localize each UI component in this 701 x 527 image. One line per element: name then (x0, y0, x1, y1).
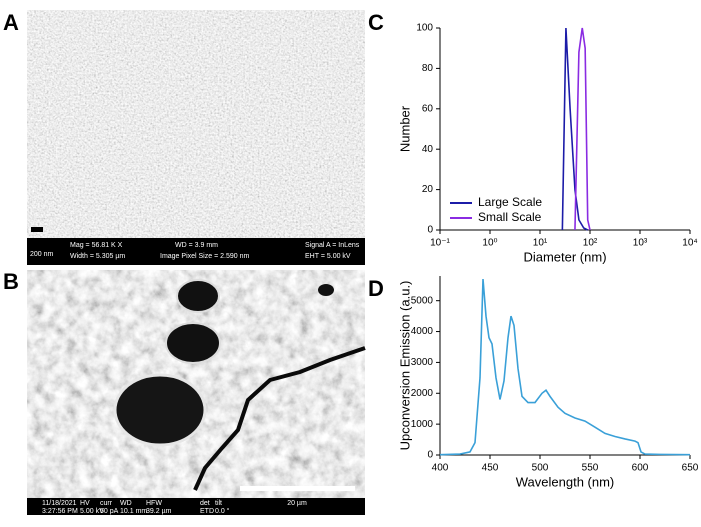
info-text: 39.2 µm (146, 508, 172, 515)
legend-label: Large Scale (478, 195, 542, 209)
info-text: Mag = 56.81 K X (70, 242, 123, 249)
scale-bar-label: 20 µm (287, 500, 307, 507)
y-tick-label: 5000 (411, 295, 434, 306)
info-text: Signal A = InLens (305, 242, 360, 249)
sem-image-b: 11/18/2021 3:27:56 PM HV 5.00 kV curr 50… (27, 270, 366, 515)
info-text: WD = 3.9 mm (175, 242, 218, 249)
pore (165, 322, 221, 364)
info-text: tilt (215, 500, 222, 507)
sem-image-a: 200 nm Mag = 56.81 K X Width = 5.305 µm … (27, 10, 365, 265)
panel-label: A (3, 10, 19, 35)
x-tick-label: 10⁻¹ (430, 238, 450, 249)
panel-label: D (368, 276, 384, 301)
info-text: Image Pixel Size = 2.590 nm (160, 253, 249, 260)
info-text: 3:27:56 PM (42, 508, 78, 515)
y-tick-label: 0 (427, 450, 433, 461)
data-line (439, 279, 691, 456)
x-tick-label: 550 (582, 463, 599, 474)
x-tick-label: 600 (632, 463, 649, 474)
info-text: 11/18/2021 (42, 500, 77, 507)
data-line (574, 27, 591, 231)
info-text: HFW (146, 500, 162, 507)
pore (318, 284, 334, 296)
info-text: det (200, 500, 210, 507)
info-text: Width = 5.305 µm (70, 253, 125, 260)
scale-bar-label: 200 nm (30, 251, 54, 258)
pore (113, 373, 207, 447)
x-axis-title: Diameter (nm) (523, 249, 606, 264)
y-tick-label: 40 (422, 144, 434, 155)
y-tick-label: 4000 (411, 326, 434, 337)
info-bar (27, 238, 365, 265)
x-tick-label: 10² (583, 238, 598, 249)
info-text: HV (80, 500, 90, 507)
info-bar (27, 498, 365, 515)
y-tick-label: 0 (427, 225, 433, 236)
info-text: 0.0 ° (215, 507, 230, 515)
panel-label: C (368, 10, 384, 35)
sem-haze (27, 10, 365, 238)
info-text: 5.00 kV (80, 508, 104, 515)
x-tick-label: 10¹ (533, 238, 548, 249)
scale-bar-mark (240, 486, 355, 491)
crack (193, 346, 366, 491)
x-tick-label: 400 (432, 463, 449, 474)
legend-label: Small Scale (478, 210, 542, 224)
pore (176, 279, 220, 313)
info-text: 10.1 mm (120, 508, 147, 515)
x-tick-label: 500 (532, 463, 549, 474)
y-tick-label: 20 (422, 184, 434, 195)
info-text: curr (100, 500, 113, 507)
info-text: ETD (200, 508, 214, 515)
x-tick-label: 10³ (633, 238, 648, 249)
y-tick-label: 3000 (411, 357, 434, 368)
y-tick-label: 100 (416, 23, 433, 34)
scale-bar-mark (31, 227, 43, 232)
y-tick-label: 1000 (411, 419, 434, 430)
x-tick-label: 10⁰ (482, 238, 497, 249)
x-tick-label: 650 (682, 463, 699, 474)
y-axis-title: Upconversion Emission (a.u.) (397, 281, 412, 451)
y-tick-label: 2000 (411, 388, 434, 399)
info-text: WD (120, 500, 132, 507)
sem-texture (27, 10, 365, 238)
panel-label: B (3, 269, 19, 294)
x-tick-label: 450 (482, 463, 499, 474)
x-tick-label: 10⁴ (682, 238, 697, 249)
info-text: 50 pA (100, 508, 119, 515)
info-text: EHT = 5.00 kV (305, 253, 351, 260)
y-axis-title: Number (397, 105, 412, 152)
data-line (561, 27, 589, 231)
x-axis-title: Wavelength (nm) (516, 474, 615, 489)
y-tick-label: 80 (422, 63, 434, 74)
y-tick-label: 60 (422, 103, 434, 114)
